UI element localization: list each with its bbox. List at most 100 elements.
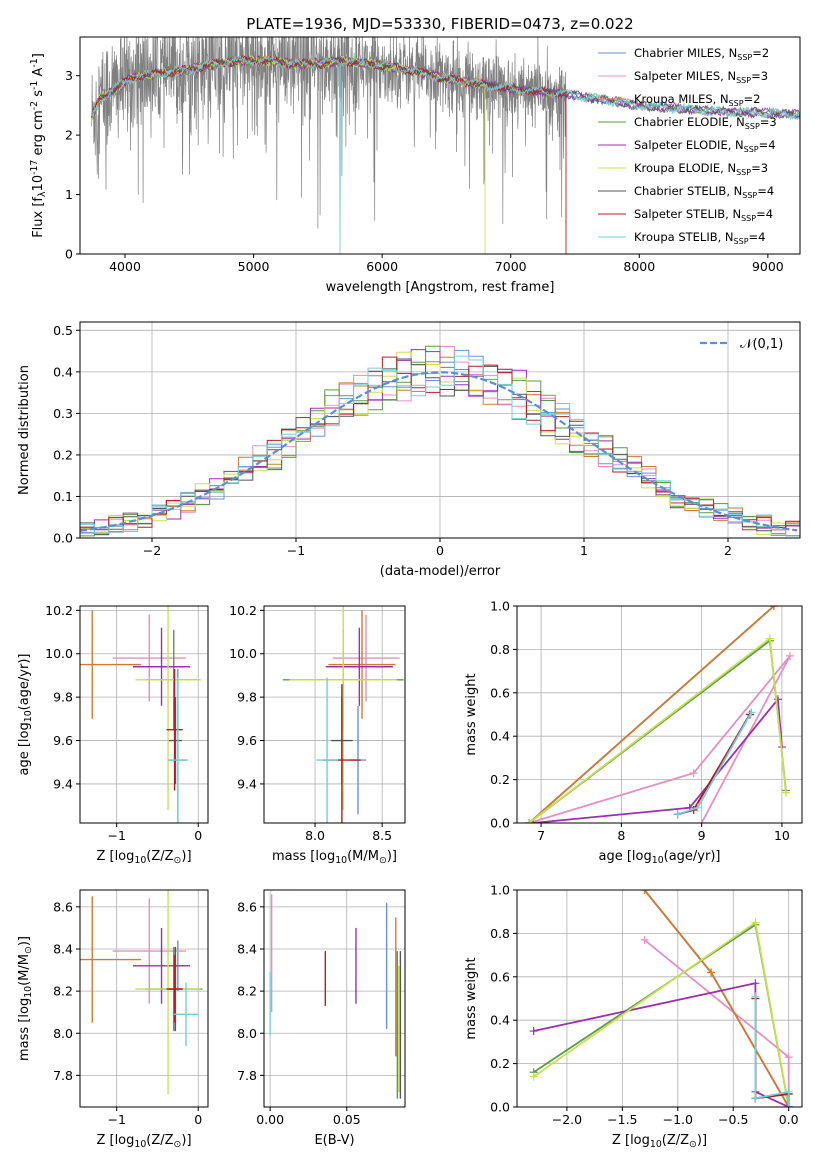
legend-model-name: Kroupa MILES, N — [634, 92, 729, 106]
weight-series-line — [533, 982, 790, 1107]
y-axis-label: Flux [fλ10-17 erg cm-2 s-1 A-1] — [29, 53, 48, 238]
y-tick-label: 0.0 — [490, 816, 510, 831]
x-axis-label: E(B-V) — [314, 1133, 354, 1148]
x-tick-label: −1.5 — [607, 1112, 637, 1127]
legend-model-name: Kroupa ELODIE, N — [634, 161, 736, 175]
weight-point-marker — [785, 651, 794, 660]
x-tick-label: −2 — [143, 543, 161, 558]
y-tick-label: 7.8 — [53, 1068, 73, 1083]
legend-entry: Salpeter MILES, NSSP=3 — [634, 69, 768, 85]
x-tick-label: 6000 — [366, 259, 398, 274]
weight-series-line — [643, 939, 790, 1107]
weight-point-marker — [784, 1087, 793, 1096]
y-tick-label: 7.8 — [237, 1068, 257, 1083]
legend-nssp: =2 — [752, 46, 769, 60]
plot-area-age-vs-mass — [282, 606, 404, 823]
panel-age-vs-mass: 8.0 8.5 9.4 9.6 9.8 10.0 10.2 mass [log10(M/M⊙)… — [229, 603, 406, 866]
y-tick-label: 2 — [65, 128, 73, 143]
weight-series-line — [533, 923, 790, 1107]
legend-entry: Chabrier STELIB, NSSP=4 — [634, 184, 774, 200]
legend-entry: 𝒩(0,1) — [740, 337, 783, 352]
weight-point-marker — [673, 810, 682, 819]
y-tick-label: 0.0 — [490, 1100, 510, 1115]
legend-model-name: Salpeter ELODIE, N — [634, 138, 744, 152]
y-tick-label: 1.0 — [490, 599, 510, 614]
legend-nssp: =4 — [756, 207, 773, 221]
weight-point-marker — [765, 634, 774, 643]
x-tick-label: 8.5 — [372, 828, 392, 843]
panel-age-vs-z: −1 0 9.4 9.6 9.8 10.0 10.2 Z [log10(Z/Z⊙)] age [… — [17, 603, 209, 866]
y-tick-label: 8.0 — [53, 1026, 73, 1041]
legend-nssp: =4 — [759, 138, 776, 152]
legend-model-name: Chabrier STELIB, N — [634, 184, 742, 198]
y-tick-label: 0.2 — [490, 1056, 510, 1071]
legend-model-name: Salpeter MILES, N — [634, 69, 736, 83]
axes-frame — [263, 889, 406, 1108]
x-axis-label: Z [log10(Z/Z⊙)] — [612, 1133, 707, 1150]
weight-point-marker — [529, 1027, 538, 1036]
histogram-step-kroupa-stelib — [80, 355, 800, 537]
weight-point-marker — [640, 935, 649, 944]
weight-point-marker — [747, 708, 756, 717]
legend-entry: Salpeter STELIB, NSSP=4 — [634, 207, 773, 223]
y-tick-label: 0.4 — [490, 1013, 510, 1028]
y-tick-label: 0.4 — [53, 364, 73, 379]
y-tick-label: 8.6 — [237, 899, 257, 914]
y-tick-label: 0.6 — [490, 969, 510, 984]
y-axis-label: mass weight — [464, 957, 479, 1039]
panel-mass-vs-ebv: 0.00 0.05 7.8 8.0 8.2 8.4 8.6 E(B-V) — [237, 889, 406, 1148]
weight-point-marker — [784, 1053, 793, 1062]
y-tick-label: 9.8 — [53, 690, 73, 705]
weight-series-line — [533, 920, 790, 1107]
weight-series-line — [528, 639, 787, 823]
legend-entry: Kroupa MILES, NSSP=2 — [634, 92, 760, 108]
legend-model-name: Kroupa STELIB, N — [634, 230, 734, 244]
x-tick-label: 9 — [698, 828, 706, 843]
weight-series-line — [528, 636, 787, 823]
y-tick-label: 8.4 — [237, 941, 257, 956]
x-tick-label: −2.0 — [552, 1112, 582, 1127]
legend-nssp: =4 — [757, 184, 774, 198]
axes-frame — [79, 889, 209, 1108]
figure-title: PLATE=1936, MJD=53330, FIBERID=0473, z=0… — [246, 15, 633, 33]
panel-weight-vs-age: 7 8 9 10 0.0 0.2 0.4 0.6 0.8 1.0 age [log10(age/yr… — [464, 599, 803, 866]
y-tick-label: 3 — [65, 68, 73, 83]
panel-residuals: 𝒩(0,1) −2 −1 0 1 2 0.0 0.1 0.2 0.3 0.4 0.5 (data-mod… — [17, 321, 801, 579]
y-tick-label: 9.6 — [237, 733, 257, 748]
plot-area-spectrum — [91, 37, 800, 254]
x-tick-label: 2 — [724, 543, 732, 558]
y-tick-label: 8.0 — [237, 1026, 257, 1041]
weight-point-marker — [693, 803, 702, 812]
legend-model-name: Chabrier ELODIE, N — [634, 115, 745, 129]
x-tick-label: 0 — [436, 543, 444, 558]
legend-entry: Kroupa STELIB, NSSP=4 — [634, 230, 765, 246]
legend-nssp: =2 — [744, 92, 761, 106]
plot-area-weight-vs-age — [525, 606, 794, 823]
y-tick-label: 0.6 — [490, 685, 510, 700]
x-tick-label: 10 — [774, 828, 790, 843]
y-tick-label: 8.2 — [53, 984, 73, 999]
weight-series-line — [528, 606, 775, 823]
y-tick-label: 0.0 — [53, 531, 73, 546]
x-tick-label: −0.5 — [718, 1112, 748, 1127]
weight-point-marker — [697, 819, 706, 823]
weight-point-marker — [751, 918, 760, 927]
x-tick-label: 8 — [617, 828, 625, 843]
model-line-kroupa-elodie — [91, 54, 486, 254]
histogram-step-salpeter-stelib — [80, 356, 800, 531]
axes-frame — [263, 605, 406, 824]
y-tick-label: 10.0 — [229, 646, 257, 661]
weight-point-marker — [525, 819, 534, 823]
x-tick-label: 1 — [580, 543, 588, 558]
y-axis-label: Normed distribution — [17, 365, 32, 495]
x-tick-label: 0 — [194, 828, 202, 843]
plot-area-weight-vs-z — [529, 890, 793, 1107]
x-tick-label: 7000 — [495, 259, 527, 274]
legend-entry: Chabrier MILES, NSSP=2 — [634, 46, 769, 62]
plot-area-residuals — [80, 345, 800, 537]
y-tick-label: 10.2 — [229, 603, 257, 618]
y-tick-label: 0.8 — [490, 926, 510, 941]
legend-entry: Kroupa ELODIE, NSSP=3 — [634, 161, 768, 177]
